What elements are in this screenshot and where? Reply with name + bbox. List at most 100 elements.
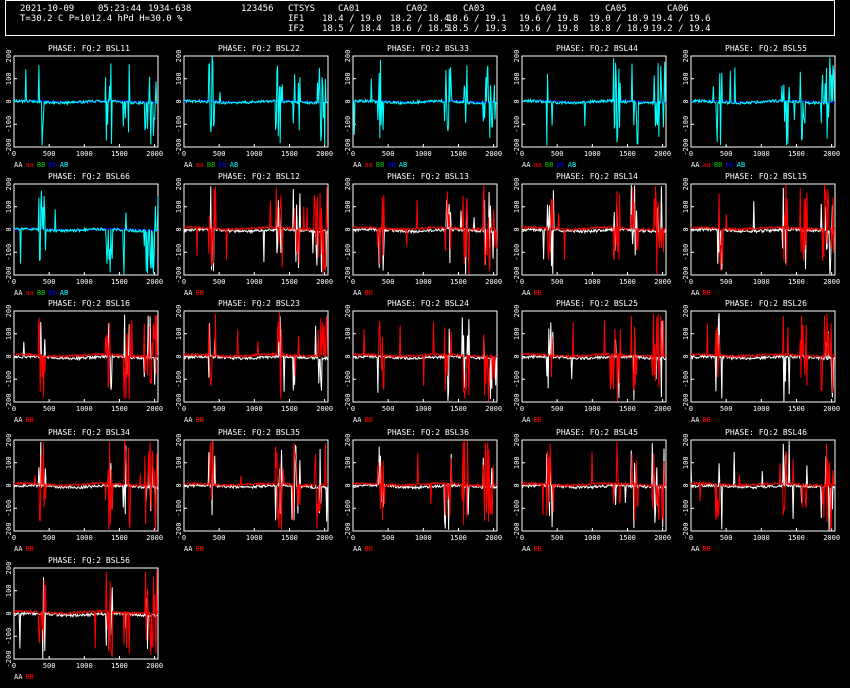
y-tick-label: -100	[682, 371, 690, 388]
header-if1-label: IF1	[288, 14, 305, 24]
y-tick-label: -100	[5, 371, 13, 388]
y-tick-label: 200	[175, 50, 183, 63]
tsys-if2-ca03: 18.5 / 19.3	[447, 24, 507, 34]
legend-item: aa	[25, 289, 34, 297]
legend-item: AA	[353, 416, 362, 424]
panel-plot: 0 500 1000 1500 2000 -200 -100 0 100 200	[5, 562, 163, 670]
legend-item: BB	[544, 161, 554, 169]
y-tick-label: 100	[5, 327, 13, 340]
series-line	[13, 440, 158, 531]
y-tick-label: 100	[5, 456, 13, 469]
y-tick-label: 200	[513, 305, 521, 318]
phase-panel: PHASE: FQ:2 BSL33 0 500 1000 1500 2000 -200 -10…	[339, 44, 509, 176]
x-tick-label: 1000	[584, 405, 601, 413]
panel-title: PHASE: FQ:2 BSL22	[218, 44, 300, 53]
y-tick-label: 100	[682, 327, 690, 340]
phase-panel: PHASE: FQ:2 BSL24 0 500 1000 1500 2000 -200 -10…	[339, 299, 509, 431]
legend-item: AB	[398, 161, 408, 169]
y-tick-label: 0	[175, 354, 183, 358]
y-tick-label: -100	[682, 500, 690, 517]
x-tick-label: 1000	[76, 405, 93, 413]
legend-item: BB	[364, 289, 373, 297]
panel-legend: AA BB	[691, 545, 714, 554]
x-tick-label: 2000	[485, 405, 502, 413]
x-tick-label: 500	[213, 534, 226, 542]
y-tick-label: -100	[513, 500, 521, 517]
x-tick-label: 2000	[316, 150, 333, 158]
x-tick-label: 2000	[654, 405, 671, 413]
phase-panel: PHASE: FQ:2 BSL12 0 500 1000 1500 2000 -200 -10…	[170, 172, 340, 304]
panel-plot: 0 500 1000 1500 2000 -200 -100 0 100 200	[344, 178, 502, 286]
series-line	[690, 187, 836, 275]
series-line	[690, 313, 836, 394]
panel-legend: AA BB	[353, 289, 376, 298]
series-line	[353, 317, 498, 401]
x-tick-label: 0	[689, 150, 693, 158]
y-tick-label: -100	[175, 371, 183, 388]
y-tick-label: -200	[5, 139, 13, 156]
panel-plot: 0 500 1000 1500 2000 -200 -100 0 100 200	[5, 178, 163, 286]
tsys-if1-ca06: 19.4 / 19.6	[651, 14, 711, 24]
x-tick-label: 2000	[823, 150, 840, 158]
panel-title: PHASE: FQ:2 BSL44	[556, 44, 638, 53]
legend-item: bb	[725, 161, 734, 169]
panel-legend: AA aa BB bb AB	[14, 289, 71, 298]
x-tick-label: 1000	[584, 150, 601, 158]
phase-panel: PHASE: FQ:2 BSL11 0 500 1000 1500 2000 -200 -10…	[0, 44, 170, 176]
legend-item: BB	[195, 545, 204, 553]
legend-item: BB	[713, 161, 723, 169]
tsys-if2-ca01: 18.5 / 18.4	[322, 24, 382, 34]
x-tick-label: 1000	[246, 405, 263, 413]
series-line	[521, 320, 667, 401]
y-tick-label: -100	[175, 500, 183, 517]
legend-item: BB	[375, 161, 385, 169]
panel-plot: 0 500 1000 1500 2000 -200 -100 0 100 200	[513, 434, 671, 542]
y-tick-label: 0	[682, 483, 690, 487]
panel-plot: 0 500 1000 1500 2000 -200 -100 0 100 200	[344, 434, 502, 542]
tsys-if2-ca06: 19.2 / 19.4	[651, 24, 711, 34]
y-tick-label: 0	[175, 483, 183, 487]
x-tick-label: 1000	[753, 405, 770, 413]
legend-item: aa	[702, 161, 711, 169]
panel-legend: AA BB	[184, 416, 207, 425]
tsys-if2-ca02: 18.6 / 18.5	[390, 24, 450, 34]
x-tick-label: 1000	[415, 150, 432, 158]
panel-title: PHASE: FQ:2 BSL13	[387, 172, 469, 181]
series-line	[521, 313, 667, 402]
y-tick-label: 100	[175, 327, 183, 340]
x-tick-label: 1000	[76, 534, 93, 542]
header-time: 05:23:44	[98, 4, 142, 14]
x-tick-label: 500	[551, 534, 564, 542]
x-tick-label: 2000	[316, 278, 333, 286]
panel-title: PHASE: FQ:2 BSL45	[556, 428, 638, 437]
y-tick-label: 100	[682, 200, 690, 213]
legend-item: AA	[14, 545, 23, 553]
legend-item: bb	[387, 161, 396, 169]
y-tick-label: 200	[682, 434, 690, 447]
legend-item: AA	[691, 545, 700, 553]
phase-panel: PHASE: FQ:2 BSL14 0 500 1000 1500 2000 -200 -10…	[508, 172, 678, 304]
panel-legend: AA BB	[691, 289, 714, 298]
legend-item: BB	[25, 416, 34, 424]
y-tick-label: 0	[682, 227, 690, 231]
y-tick-label: -200	[175, 523, 183, 540]
x-tick-label: 2000	[146, 405, 163, 413]
legend-item: AA	[353, 161, 362, 169]
series-line	[13, 63, 159, 146]
legend-item: BB	[25, 545, 34, 553]
phase-panel: PHASE: FQ:2 BSL56 0 500 1000 1500 2000 -200 -10…	[0, 556, 170, 688]
y-tick-label: -100	[344, 116, 352, 133]
header-weather: T=30.2 C P=1012.4 hPd H=30.0 %	[20, 14, 183, 24]
y-tick-label: -200	[5, 651, 13, 668]
antenna-header-ca05: CA05	[605, 4, 627, 14]
y-tick-label: -100	[344, 500, 352, 517]
series-line	[521, 58, 667, 146]
phase-panel: PHASE: FQ:2 BSL26 0 500 1000 1500 2000 -200 -10…	[677, 299, 847, 431]
y-tick-label: 100	[344, 456, 352, 469]
panel-title: PHASE: FQ:2 BSL34	[48, 428, 130, 437]
panel-legend: AA BB	[691, 416, 714, 425]
x-tick-label: 2000	[146, 662, 163, 670]
x-tick-label: 500	[382, 278, 395, 286]
legend-item: bb	[48, 289, 57, 297]
panel-legend: AA aa BB bb AB	[691, 161, 748, 170]
